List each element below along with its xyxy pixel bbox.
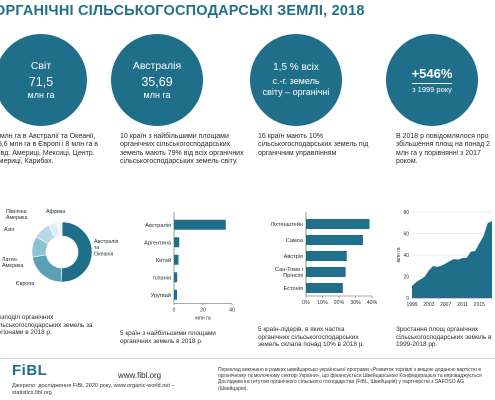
world-unit: млн га (27, 89, 55, 100)
category-label: Уругвай (151, 292, 171, 299)
x-tick-label: 2007 (440, 302, 451, 308)
y-tick-label: 80 (403, 210, 409, 216)
area-series (412, 221, 492, 298)
y-tick-label: 20 (403, 275, 409, 281)
top-countries-caption: 5 країн з найбільшими площами органічних… (120, 330, 216, 345)
category-label: Іспанія (153, 275, 171, 281)
world-value: 71,5 (28, 74, 54, 89)
growth-value: +546% (411, 66, 453, 81)
australia-label: Австралія (132, 59, 182, 72)
donut-label: Америка (2, 263, 23, 269)
category-label: Самоа (286, 238, 304, 244)
australia-unit: млн га (143, 89, 171, 100)
x-tick-label: 10% (317, 300, 328, 306)
world-label: Світ (30, 59, 52, 72)
x-tick-label: 2015 (474, 302, 485, 308)
growth-circle: +546% з 1999 року (386, 34, 478, 126)
x-tick-label: 2011 (457, 302, 468, 308)
category-label: Сан-Томе і (275, 267, 303, 273)
x-tick-label: 0 (173, 308, 176, 314)
donut-label: Азія (4, 227, 14, 233)
bar (306, 219, 370, 229)
bar (306, 235, 363, 245)
world-area-circle: Світ 71,5 млн га (0, 34, 87, 126)
growth-label: з 1999 року (412, 83, 452, 94)
y-tick-label: 60 (403, 232, 409, 238)
donut-label: Європа (16, 281, 34, 287)
growth-paragraph: В 2018 р повідомлялося про збільшення пл… (396, 133, 491, 165)
category-label: Аргентина (144, 240, 172, 246)
australia-value: 35,69 (141, 74, 173, 89)
share-leaders-caption: 5 країн-лідерів, в яких частка органічни… (258, 326, 365, 349)
fibl-url-link[interactable]: www.fibl.org (118, 371, 162, 380)
donut-slice (60, 221, 93, 283)
bar (174, 254, 179, 265)
donut-label: Океанія (94, 251, 113, 257)
donut-label: Австралія (94, 239, 118, 245)
x-tick-label: 40 (229, 308, 235, 314)
bar (174, 289, 178, 300)
y-tick-label: 0 (406, 296, 409, 302)
page-title: ОРГАНІЧНІ СІЛЬСЬКОГОСПОДАРСЬКІ ЗЕМЛІ, 20… (0, 3, 365, 19)
australia-area-circle: Австралія 35,69 млн га (111, 34, 203, 126)
y-tick-label: 40 (403, 253, 409, 259)
x-tick-label: 30% (350, 300, 361, 306)
regions-donut-chart: АвстраліятаОкеаніяЄвропаЛатин.АмерикаАзі… (2, 209, 118, 287)
translation-note: Переклад виконано в рамках швейцарсько-у… (218, 367, 482, 392)
category-label: Австрія (284, 254, 303, 260)
bar (174, 272, 178, 283)
bar (306, 267, 346, 277)
x-tick-label: 0% (302, 300, 310, 306)
top-countries-bar-chart: Австралія Аргентина Китай Іспанія Уругвай 0 20… (144, 212, 235, 321)
donut-label: Північна (6, 209, 27, 215)
donut-slice (56, 221, 63, 237)
regions-caption: Розподіл органічних сільськогосподарськи… (0, 314, 93, 337)
category-label: Прінсіпі (283, 273, 303, 279)
x-tick-label: 20 (200, 308, 206, 314)
bar (174, 237, 180, 248)
growth-area-chart: 0 20 40 60 80 1999 2003 2007 2011 2015 млн га (396, 210, 492, 308)
x-tick-label: 20% (334, 300, 345, 306)
donut-label: Латин. (2, 257, 18, 263)
bar (174, 219, 226, 230)
regions-paragraph: 6 млн га в Австралії та Океанії, 15,6 мл… (0, 133, 99, 165)
top-countries-paragraph: 10 країн з найбільшими площами органічни… (120, 133, 244, 165)
source-note: Джерело: дослідження FiBL 2020 року, www… (12, 383, 175, 396)
share-line1: 1,5 % всіх (273, 62, 319, 73)
share-paragraph: 16 країн мають 10% сільськогосподарських… (258, 133, 369, 157)
x-tick-label: 2003 (423, 302, 434, 308)
category-label: Китай (156, 257, 171, 264)
x-tick-label: 1999 (406, 302, 417, 308)
donut-slice (32, 254, 62, 283)
growth-caption: Зростання площ органічних сільськогоспод… (396, 326, 492, 349)
fibl-logo: FiBL (12, 362, 48, 379)
category-label: Естонія (284, 286, 303, 292)
share-circle: 1,5 % всіх с.-г. земель світу – органічн… (250, 34, 342, 126)
category-label: Австралія (145, 223, 171, 229)
x-axis-label: млн га (195, 316, 211, 321)
donut-label: та (94, 245, 99, 251)
share-line2: с.-г. земель (272, 76, 320, 86)
x-tick-label: 40% (367, 300, 378, 306)
share-leaders-bar-chart: Ліхтенштейн Самоа Австрія Сан-Томе іПрінсіп… (270, 212, 378, 306)
bar (306, 283, 343, 293)
bar (306, 251, 347, 261)
footer-divider (0, 358, 495, 359)
donut-label: Америка (6, 215, 27, 221)
donut-label: Африка (46, 209, 65, 215)
y-axis-label: млн га (396, 247, 402, 262)
category-label: Ліхтенштейн (270, 221, 303, 228)
share-line3: світу – органічні (262, 87, 330, 97)
